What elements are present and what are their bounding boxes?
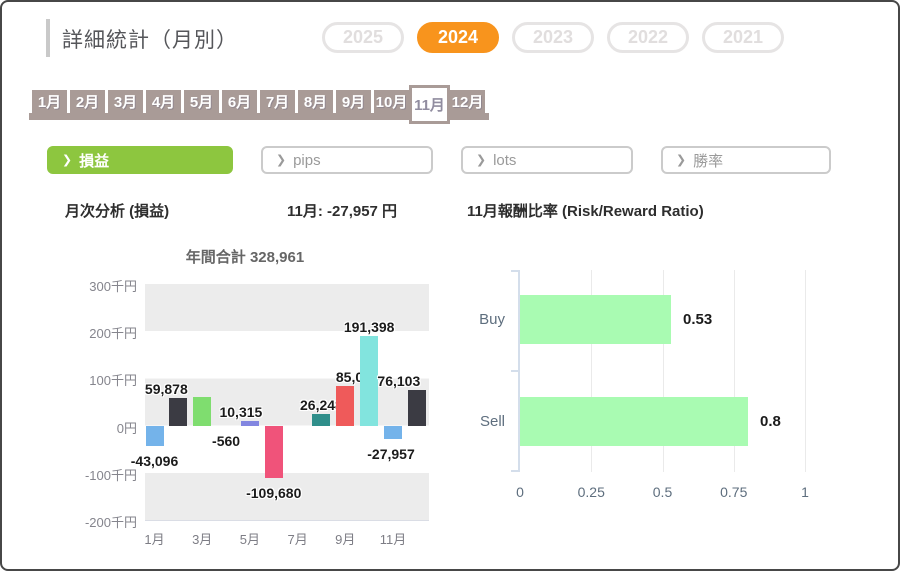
pl-bar-12月[interactable] bbox=[407, 390, 426, 426]
pl-bar-value-2月: 59,878 bbox=[144, 380, 188, 397]
metric-button-label: pips bbox=[293, 151, 321, 169]
rr-x-axis-tick: 0.75 bbox=[720, 484, 748, 500]
month-tab-2[interactable]: 2月 bbox=[70, 90, 105, 113]
month-summary: 11月: -27,957 円 bbox=[287, 203, 398, 220]
pl-bar-5月[interactable] bbox=[240, 421, 259, 426]
pl-bar-value-6月: -109,680 bbox=[246, 484, 302, 501]
x-axis-tick: 3月 bbox=[192, 532, 213, 547]
rr-x-axis-tick: 0 bbox=[516, 484, 524, 500]
rr-axis-notch bbox=[511, 270, 519, 272]
x-axis-tick: 5月 bbox=[239, 532, 260, 547]
pl-bar-1月[interactable] bbox=[145, 426, 164, 447]
x-axis-tick: 11月 bbox=[379, 532, 407, 547]
y-axis-tick: -200千円 bbox=[84, 515, 137, 530]
risk-reward-chart: Buy 0.53 Sell 0.8 0 0.25 0.5 0.75 1 bbox=[462, 242, 887, 522]
rr-category-sell: Sell bbox=[479, 413, 505, 430]
pl-bar-value-5月: 10,315 bbox=[219, 404, 263, 421]
rr-bar-buy[interactable] bbox=[520, 295, 672, 344]
pl-bar-6月[interactable] bbox=[264, 426, 283, 478]
chevron-right-icon: ❯ bbox=[276, 152, 287, 167]
month-tab-4[interactable]: 4月 bbox=[146, 90, 181, 113]
rr-x-axis-tick: 0.5 bbox=[652, 484, 673, 500]
gridline bbox=[805, 270, 806, 472]
gridline bbox=[591, 270, 593, 472]
metric-button-pips[interactable]: ❯ pips bbox=[261, 146, 433, 174]
metric-button-lots[interactable]: ❯ lots bbox=[461, 146, 633, 174]
month-tab-10[interactable]: 10月 bbox=[374, 90, 409, 113]
annual-total-label: 年間合計 328,961 bbox=[185, 249, 305, 266]
metric-button-label: lots bbox=[493, 151, 517, 169]
metric-selector: ❯ 損益 ❯ pips ❯ lots ❯ 勝率 bbox=[47, 146, 831, 174]
y-axis-tick: -100千円 bbox=[84, 467, 137, 483]
x-axis-tick: 7月 bbox=[287, 532, 308, 547]
year-pill-2023[interactable]: 2023 bbox=[512, 22, 594, 53]
year-pill-2021[interactable]: 2021 bbox=[702, 22, 784, 53]
rr-category-buy: Buy bbox=[479, 311, 505, 328]
month-tab-5[interactable]: 5月 bbox=[184, 90, 219, 113]
month-tab-9[interactable]: 9月 bbox=[336, 90, 371, 113]
chevron-right-icon: ❯ bbox=[62, 152, 73, 167]
right-chart-heading: 11月報酬比率 (Risk/Reward Ratio) bbox=[467, 203, 704, 220]
y-axis-tick: 200千円 bbox=[89, 326, 137, 342]
pl-bar-value-1月: -43,096 bbox=[130, 453, 179, 470]
rr-axis-line bbox=[518, 270, 520, 472]
pl-bar-value-11月: -27,957 bbox=[367, 446, 415, 463]
chevron-right-icon: ❯ bbox=[676, 152, 687, 167]
y-axis-tick: 100千円 bbox=[89, 373, 137, 389]
gridline bbox=[662, 270, 664, 472]
month-tab-12[interactable]: 12月 bbox=[450, 90, 485, 113]
pl-bar-value-4月: -560 bbox=[212, 433, 241, 450]
pl-plot-area bbox=[145, 284, 429, 521]
pl-bar-2月[interactable] bbox=[169, 397, 188, 426]
pl-bar-3月[interactable] bbox=[193, 397, 212, 426]
month-tab-8[interactable]: 8月 bbox=[298, 90, 333, 113]
metric-button-win-rate[interactable]: ❯ 勝率 bbox=[661, 146, 831, 174]
rr-x-axis-tick: 0.25 bbox=[577, 484, 605, 500]
pl-bar-8月[interactable] bbox=[312, 413, 331, 426]
title-accent-bar bbox=[46, 19, 50, 57]
monthly-pl-chart: 年間合計 328,961 300千円 200千円 100千円 0円 -100千円 -200… bbox=[67, 242, 442, 564]
chevron-right-icon: ❯ bbox=[476, 152, 487, 167]
x-axis-tick: 9月 bbox=[335, 532, 356, 547]
pl-bar-value-10月: 191,398 bbox=[343, 318, 395, 335]
pl-bar-9月[interactable] bbox=[336, 385, 355, 426]
rr-value-buy: 0.53 bbox=[683, 311, 713, 328]
rr-value-sell: 0.8 bbox=[760, 413, 781, 430]
x-axis-tick: 1月 bbox=[144, 532, 165, 547]
month-tab-3[interactable]: 3月 bbox=[108, 90, 143, 113]
y-axis-tick: 300千円 bbox=[89, 279, 137, 294]
y-axis-tick: 0円 bbox=[116, 420, 137, 436]
month-tab-strip: 1月 2月 3月 4月 5月 6月 7月 8月 9月 10月 11月 12月 bbox=[29, 85, 489, 124]
month-tab-7[interactable]: 7月 bbox=[260, 90, 295, 113]
pl-bar-11月[interactable] bbox=[384, 426, 402, 440]
rr-bar-sell[interactable] bbox=[520, 397, 748, 446]
metric-button-profit-loss[interactable]: ❯ 損益 bbox=[47, 146, 233, 174]
left-chart-heading: 月次分析 (損益) bbox=[65, 203, 170, 220]
metric-button-label: 勝率 bbox=[693, 152, 724, 170]
year-pill-2024[interactable]: 2024 bbox=[417, 22, 499, 53]
month-tabs: 1月 2月 3月 4月 5月 6月 7月 8月 9月 10月 11月 12月 bbox=[32, 85, 485, 124]
metric-button-label: 損益 bbox=[79, 152, 110, 170]
rr-x-axis-tick: 1 bbox=[801, 484, 809, 500]
month-tab-baseline bbox=[29, 113, 489, 120]
pl-bar-10月[interactable] bbox=[360, 335, 379, 426]
rr-axis-notch bbox=[511, 470, 519, 472]
pl-bar-value-8月: 26,248 bbox=[300, 396, 343, 413]
gridline bbox=[733, 270, 735, 472]
month-tab-11[interactable]: 11月 bbox=[409, 85, 450, 124]
year-pill-2025[interactable]: 2025 bbox=[322, 22, 404, 53]
pl-bar-value-12月: 76,103 bbox=[377, 373, 421, 390]
month-tab-1[interactable]: 1月 bbox=[32, 90, 67, 113]
month-tab-6[interactable]: 6月 bbox=[222, 90, 257, 113]
year-pill-2022[interactable]: 2022 bbox=[607, 22, 689, 53]
page-title: 詳細統計（月別） bbox=[62, 29, 238, 52]
year-selector: 2025 2024 2023 2022 2021 bbox=[322, 22, 784, 53]
rr-axis-notch bbox=[511, 370, 519, 372]
